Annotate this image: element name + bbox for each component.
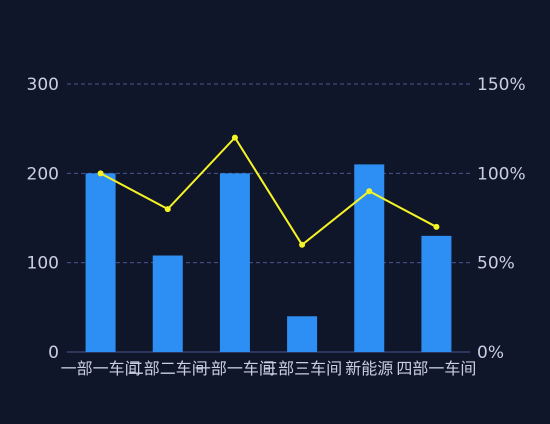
- bar: [219, 173, 250, 352]
- line-point: [97, 170, 104, 177]
- line-point: [231, 134, 238, 141]
- y-right-tick-label: 150%: [477, 75, 526, 95]
- bar: [85, 173, 116, 352]
- x-tick-label: 四部一车间: [396, 359, 476, 378]
- y-right-tick-label: 100%: [477, 164, 526, 184]
- y-left-tick-label: 100: [27, 254, 59, 274]
- y-left-tick-label: 0: [48, 343, 59, 363]
- bar: [421, 235, 452, 352]
- line-point: [164, 206, 171, 213]
- line-point: [366, 188, 373, 195]
- y-left-tick-label: 200: [27, 164, 59, 184]
- x-tick-label: 一部一车间: [195, 359, 275, 378]
- x-tick-label: 一部一车间: [61, 359, 141, 378]
- line-point: [433, 223, 440, 230]
- x-tick-label: 三部三车间: [262, 359, 342, 378]
- bar: [152, 255, 183, 352]
- x-tick-label: 二部二车间: [128, 359, 208, 378]
- bar: [287, 316, 318, 352]
- y-right-tick-label: 0%: [477, 343, 504, 363]
- x-tick-label: 新能源: [345, 359, 393, 378]
- y-left-tick-label: 300: [27, 75, 59, 95]
- line-series: [100, 135, 437, 247]
- line-point: [299, 241, 306, 248]
- y-right-tick-label: 50%: [477, 254, 515, 274]
